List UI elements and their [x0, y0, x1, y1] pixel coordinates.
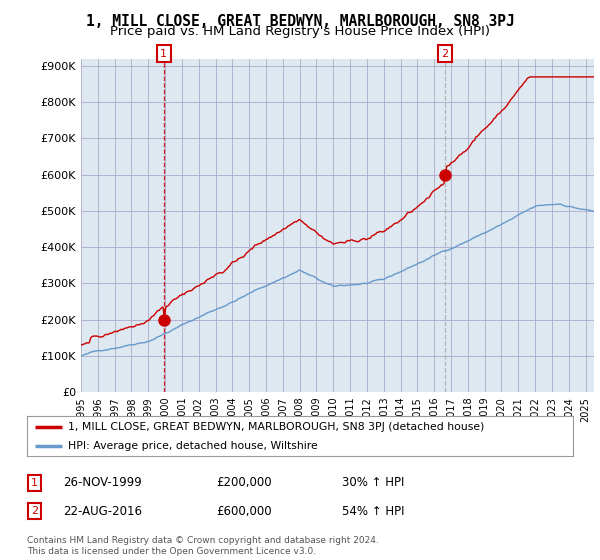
Text: 22-AUG-2016: 22-AUG-2016: [63, 505, 142, 518]
Text: 1, MILL CLOSE, GREAT BEDWYN, MARLBOROUGH, SN8 3PJ: 1, MILL CLOSE, GREAT BEDWYN, MARLBOROUGH…: [86, 14, 514, 29]
Text: 1: 1: [160, 49, 167, 59]
Text: 2: 2: [441, 49, 448, 59]
Text: £200,000: £200,000: [216, 476, 272, 489]
Text: 1: 1: [31, 478, 38, 488]
Text: HPI: Average price, detached house, Wiltshire: HPI: Average price, detached house, Wilt…: [68, 441, 318, 450]
Text: 1, MILL CLOSE, GREAT BEDWYN, MARLBOROUGH, SN8 3PJ (detached house): 1, MILL CLOSE, GREAT BEDWYN, MARLBOROUGH…: [68, 422, 484, 432]
Text: Price paid vs. HM Land Registry's House Price Index (HPI): Price paid vs. HM Land Registry's House …: [110, 25, 490, 38]
Text: 26-NOV-1999: 26-NOV-1999: [63, 476, 142, 489]
Text: 2: 2: [31, 506, 38, 516]
Text: Contains HM Land Registry data © Crown copyright and database right 2024.
This d: Contains HM Land Registry data © Crown c…: [27, 536, 379, 556]
Text: 54% ↑ HPI: 54% ↑ HPI: [342, 505, 404, 518]
Text: £600,000: £600,000: [216, 505, 272, 518]
Text: 30% ↑ HPI: 30% ↑ HPI: [342, 476, 404, 489]
